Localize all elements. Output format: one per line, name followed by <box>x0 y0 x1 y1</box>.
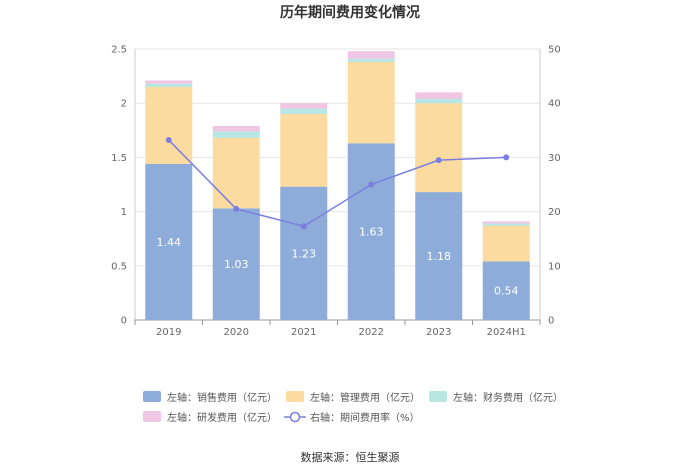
y-left-tick-label: 0.5 <box>111 261 127 272</box>
legend-swatch <box>429 391 447 402</box>
bar-segment <box>482 223 530 226</box>
x-tick-label: 2019 <box>156 327 181 338</box>
legend-swatch <box>143 411 161 422</box>
legend-item: 左轴：研发费用（亿元） <box>143 411 277 424</box>
rate-line <box>168 139 507 228</box>
chart-title: 历年期间费用变化情况 <box>280 4 420 21</box>
bar-segment <box>280 108 328 115</box>
rate-point <box>233 205 240 212</box>
y-right-tick-label: 0 <box>548 316 554 327</box>
legend-item: 左轴：财务费用（亿元） <box>429 391 563 404</box>
y-right-tick-label: 40 <box>548 99 561 110</box>
x-tick-label: 2023 <box>426 327 451 338</box>
bar-segment <box>482 261 530 320</box>
bar-segment <box>347 51 395 59</box>
legend-label: 左轴：管理费用（亿元） <box>310 391 420 404</box>
bar-segment <box>280 186 328 320</box>
bar-value-label: 1.63 <box>359 226 384 239</box>
y-right-tick-label: 20 <box>548 207 561 218</box>
bar-segment <box>212 208 260 320</box>
legend-label: 左轴：财务费用（亿元） <box>453 391 563 404</box>
y-left-tick-label: 1 <box>121 207 127 218</box>
legend-item: 左轴：管理费用（亿元） <box>286 391 420 404</box>
bar-segment <box>145 86 193 164</box>
bar-value-label: 1.03 <box>224 258 249 271</box>
y-left-tick-label: 2 <box>121 99 127 110</box>
bar-segment <box>415 98 463 104</box>
bar-value-label: 1.44 <box>157 236 182 249</box>
y-left-tick-label: 1.5 <box>111 153 127 164</box>
rate-point <box>435 157 442 164</box>
bar-segment <box>212 125 260 132</box>
bar-segment <box>482 221 530 224</box>
bar-segment <box>212 137 260 209</box>
bar-segment <box>347 143 395 320</box>
x-tick-label: 2024H1 <box>487 327 526 338</box>
bar-segment <box>347 58 395 63</box>
y-right-tick-label: 50 <box>548 45 561 56</box>
bar-segment <box>145 83 193 87</box>
legend-swatch <box>286 391 304 402</box>
rate-point <box>368 181 375 188</box>
x-tick-label: 2020 <box>224 327 249 338</box>
bar-segment <box>280 103 328 109</box>
rate-point <box>165 137 172 144</box>
rate-point <box>300 223 307 230</box>
y-left-tick-label: 0 <box>121 316 127 327</box>
y-left-tick-label: 2.5 <box>111 45 127 56</box>
legend-marker <box>289 411 301 423</box>
bar-segment <box>212 131 260 138</box>
bar-segment <box>415 192 463 320</box>
legend-item: 左轴：销售费用（亿元） <box>143 391 277 404</box>
legend-label: 左轴：研发费用（亿元） <box>167 411 277 424</box>
bar-segment <box>415 92 463 99</box>
legend-item: 右轴：期间费用率（%） <box>284 411 420 424</box>
x-tick-label: 2021 <box>291 327 316 338</box>
bar-segment <box>280 114 328 187</box>
legend-label: 右轴：期间费用率（%） <box>310 411 420 424</box>
y-right-tick-label: 30 <box>548 153 561 164</box>
bar-segment <box>347 62 395 144</box>
y-right-tick-label: 10 <box>548 261 561 272</box>
legend-label: 左轴：销售费用（亿元） <box>167 391 277 404</box>
data-source: 数据来源：恒生聚源 <box>301 450 400 464</box>
bar-segment <box>482 225 530 262</box>
rate-point <box>503 154 510 161</box>
bar-segment <box>145 163 193 320</box>
bar-value-label: 1.18 <box>427 250 452 263</box>
bar-value-label: 0.54 <box>494 285 519 298</box>
bar-segment <box>415 103 463 193</box>
bar-segment <box>145 80 193 84</box>
x-tick-label: 2022 <box>359 327 384 338</box>
legend-swatch <box>143 391 161 402</box>
bar-value-label: 1.23 <box>292 247 317 260</box>
